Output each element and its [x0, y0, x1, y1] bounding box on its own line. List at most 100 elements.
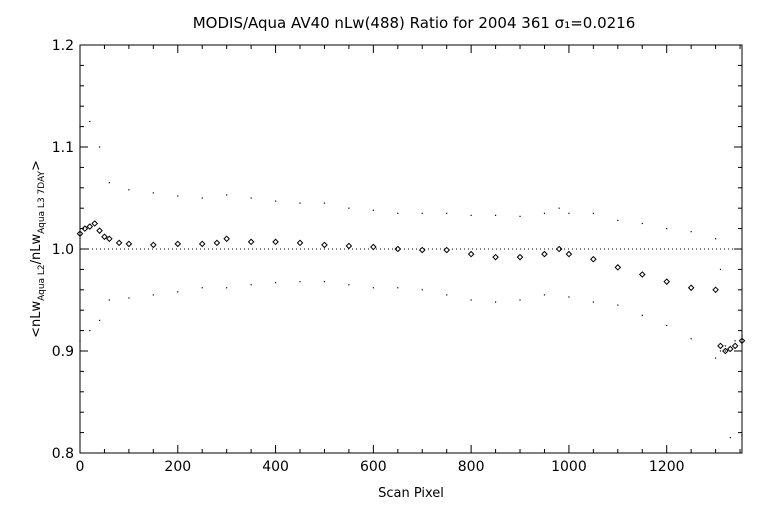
data-point [418, 246, 426, 254]
data-point [690, 338, 692, 340]
data-point [617, 219, 619, 222]
data-point [372, 209, 374, 211]
data-point [323, 202, 326, 204]
data-point [641, 222, 643, 225]
data-point [617, 304, 619, 306]
data-point [96, 227, 103, 234]
data-point [726, 345, 734, 353]
data-point [687, 284, 695, 292]
data-point [81, 225, 89, 232]
data-point [738, 337, 746, 345]
data-point [323, 281, 326, 283]
data-point [247, 238, 255, 246]
series-upper [79, 120, 743, 439]
data-point [714, 357, 717, 359]
data-point [372, 287, 374, 289]
x-tick-label: 1200 [649, 459, 685, 475]
data-point [79, 126, 81, 128]
data-point [666, 228, 668, 230]
y-tick-label: 1.1 [52, 140, 74, 156]
y-label-prefix: <nLw [29, 301, 44, 338]
data-point [150, 241, 157, 249]
data-point [125, 240, 133, 248]
data-point [638, 271, 646, 278]
data-point [321, 241, 328, 249]
x-axis-label: Scan Pixel [378, 486, 444, 501]
data-point [370, 243, 377, 251]
data-point [729, 437, 731, 439]
data-point [272, 238, 279, 246]
data-point [592, 212, 594, 214]
x-tick-label: 0 [76, 459, 85, 475]
data-point [174, 240, 182, 248]
data-point [568, 212, 570, 214]
y-label-sub2: Aqua L3 7DAY [37, 171, 47, 234]
x-tick-label: 200 [164, 459, 191, 475]
data-point [226, 194, 228, 196]
data-point [712, 286, 719, 294]
data-point [128, 189, 130, 191]
x-tick-label: 1000 [551, 459, 587, 475]
y-tick-label: 0.9 [52, 344, 74, 360]
data-point [226, 287, 228, 289]
data-point [201, 197, 203, 199]
data-point [250, 284, 252, 286]
data-point [394, 245, 402, 253]
data-series [76, 120, 746, 439]
data-point [128, 297, 130, 299]
data-point [722, 347, 729, 355]
data-point [89, 330, 91, 332]
data-point [565, 250, 573, 258]
y-axis: 0.8 0.9 1.0 1.1 1.2 [52, 38, 742, 462]
data-point [592, 301, 594, 303]
y-tick-label: 1.0 [52, 242, 74, 258]
x-tick-label: 400 [262, 459, 289, 475]
data-point [299, 281, 301, 283]
y-axis-label: <nLwAqua L2/nLwAqua L3 7DAY> [29, 160, 47, 338]
y-tick-label: 0.8 [52, 446, 74, 462]
data-point [714, 238, 717, 240]
data-point [152, 294, 154, 296]
data-point [223, 235, 230, 243]
series-mean [76, 220, 746, 355]
data-point [299, 202, 301, 204]
data-point [86, 223, 94, 230]
data-point [519, 299, 521, 301]
data-point [541, 250, 548, 258]
data-point [470, 299, 472, 301]
data-point [108, 299, 110, 301]
data-point [421, 212, 423, 214]
data-point [470, 214, 472, 216]
data-point [492, 253, 499, 261]
data-point [467, 250, 475, 258]
data-point [152, 192, 154, 194]
data-point [734, 340, 736, 342]
x-tick-label: 600 [360, 459, 387, 475]
data-point [590, 255, 597, 263]
plot-frame [79, 44, 743, 454]
data-point [446, 212, 448, 214]
data-point [731, 342, 739, 350]
data-point [543, 212, 546, 214]
data-point [516, 253, 524, 261]
data-point [741, 435, 743, 437]
data-point [719, 268, 722, 270]
data-point [558, 207, 560, 209]
data-point [177, 195, 179, 197]
data-point [274, 200, 277, 202]
data-point [568, 296, 570, 298]
data-point [443, 246, 450, 254]
data-point [543, 294, 546, 296]
data-point [641, 314, 643, 316]
y-tick-label: 1.2 [52, 38, 74, 54]
data-point [421, 289, 423, 291]
data-point [690, 231, 692, 233]
y-label-sub1: Aqua L2 [37, 264, 47, 301]
data-point [397, 287, 399, 289]
data-point [494, 214, 497, 216]
data-point [101, 233, 108, 241]
data-point [446, 294, 448, 296]
x-tick-label: 800 [458, 459, 485, 475]
data-point [108, 182, 110, 184]
